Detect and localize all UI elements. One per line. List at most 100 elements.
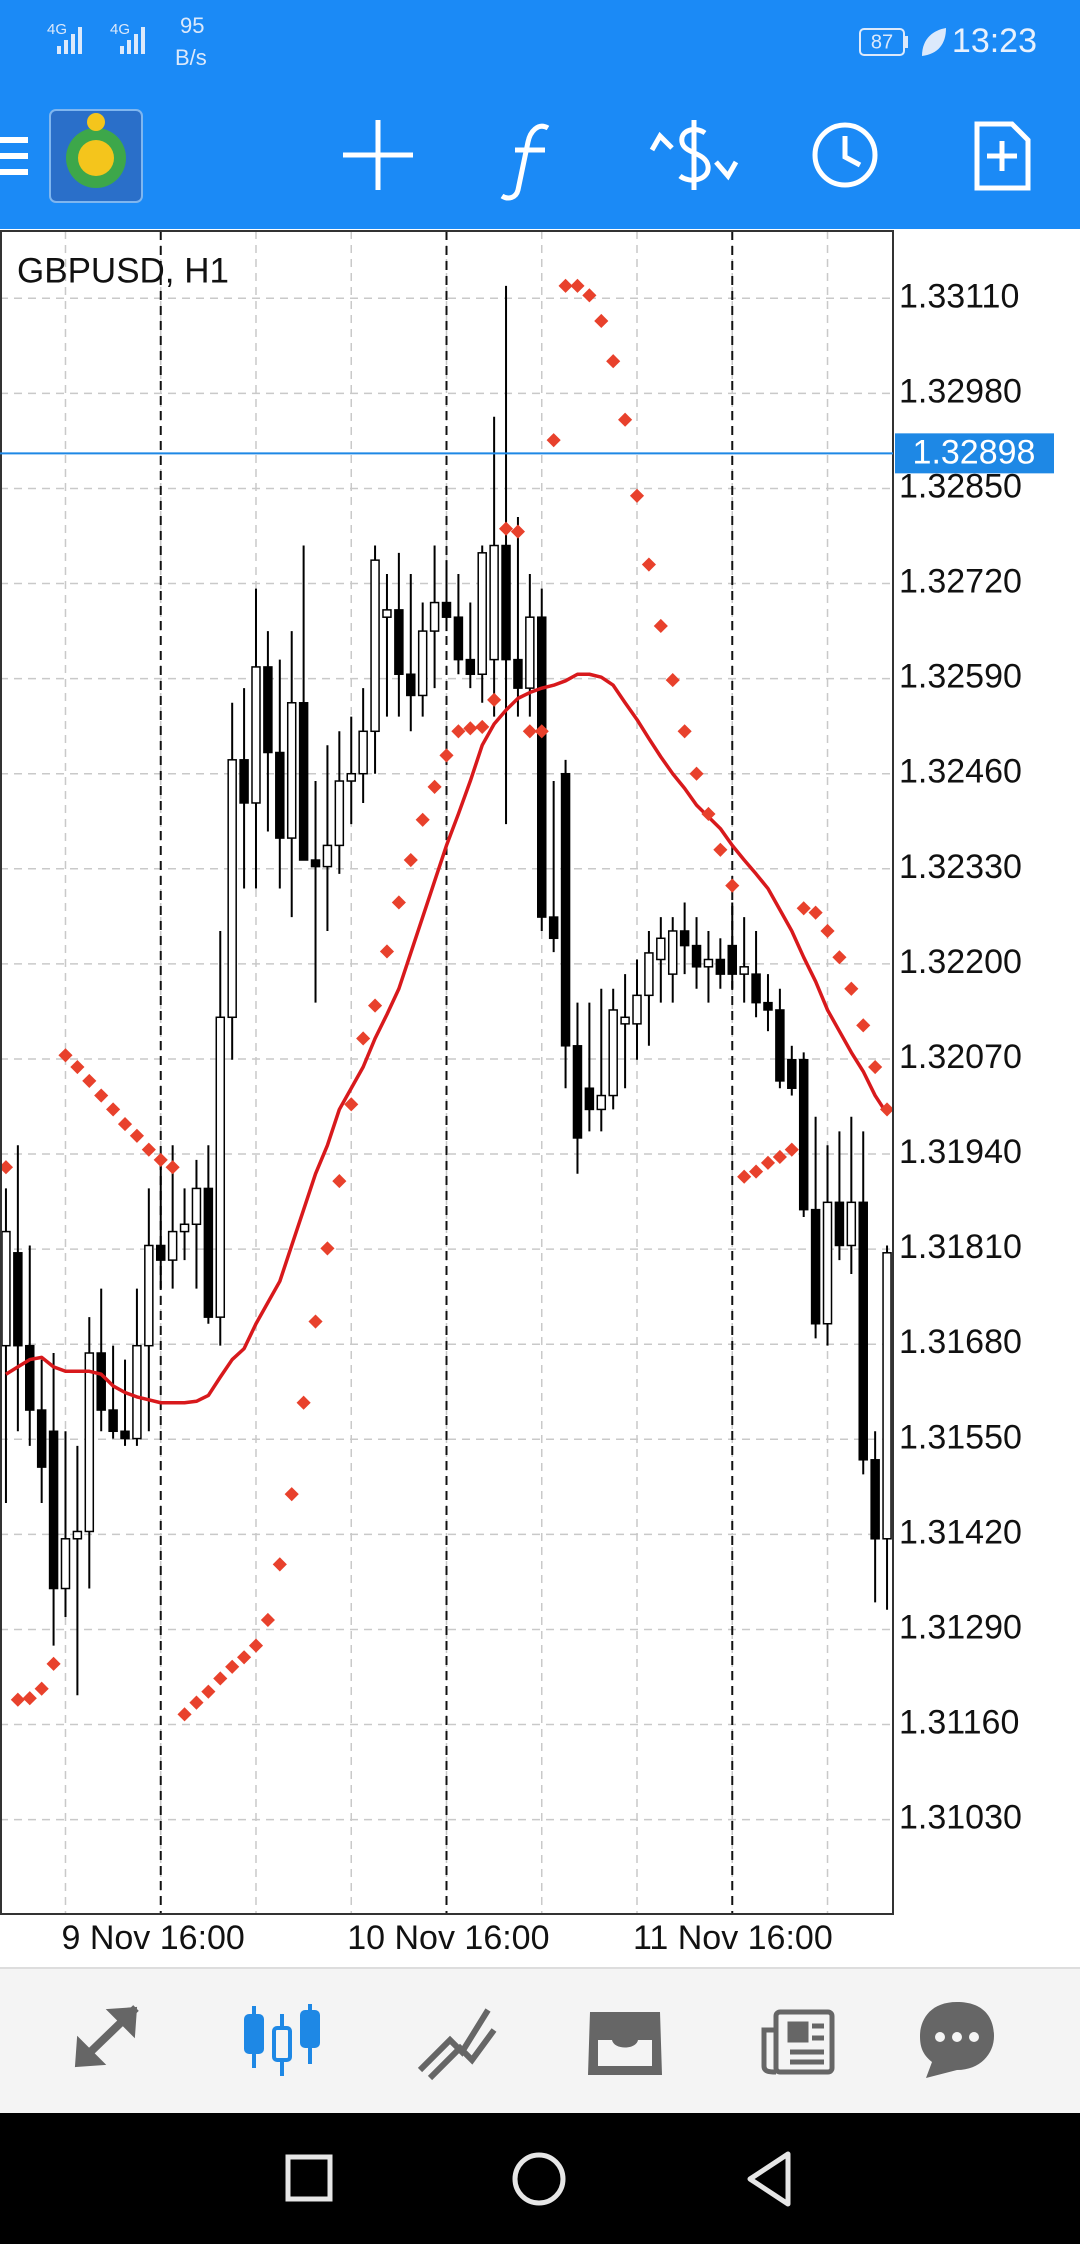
candle-body	[417, 630, 428, 697]
menu-button[interactable]	[0, 137, 28, 175]
candle-body	[13, 1252, 23, 1347]
home-button[interactable]	[512, 2152, 566, 2206]
candle-body	[155, 1244, 166, 1261]
candle-body	[132, 1344, 142, 1440]
sar-dot	[879, 1102, 895, 1117]
battery-level: 87	[871, 31, 893, 53]
network-type: 4G	[47, 21, 67, 38]
sar-dot	[558, 278, 573, 293]
y-tick-label: 1.32070	[899, 1038, 1022, 1076]
y-tick-label: 1.31420	[899, 1513, 1022, 1551]
sar-dot	[356, 1031, 371, 1046]
sar-dot	[808, 905, 823, 920]
candle-body	[632, 994, 642, 1025]
sar-dot	[820, 923, 835, 939]
sar-dot	[856, 1018, 871, 1033]
history-button[interactable]	[812, 122, 878, 188]
sar-dot	[582, 288, 597, 303]
sar-dot	[260, 1612, 275, 1628]
candle-body	[608, 1009, 618, 1097]
sar-dot	[0, 1160, 14, 1175]
trade-tab[interactable]	[417, 2008, 497, 2081]
app-icon[interactable]	[49, 109, 143, 203]
y-tick-label: 1.31290	[899, 1608, 1022, 1646]
status-right: 87 13:23	[859, 22, 1037, 60]
sar-dot	[296, 1395, 311, 1410]
candle-body	[108, 1409, 118, 1433]
history-tab[interactable]	[588, 2012, 662, 2075]
battery-tip	[904, 36, 908, 48]
signal-bar	[57, 46, 61, 54]
speed-unit: B/s	[175, 45, 207, 70]
chat-tab[interactable]	[920, 2002, 994, 2078]
trade-button[interactable]	[649, 120, 739, 190]
candle-body	[48, 1430, 59, 1590]
sar-dot	[487, 692, 502, 707]
candle-body	[382, 609, 392, 618]
candle-body	[620, 1016, 630, 1025]
indicators-button[interactable]	[500, 123, 550, 201]
candle-body	[358, 730, 368, 775]
sar-dot	[534, 724, 549, 739]
sar-dot	[34, 1681, 49, 1696]
sar-dot	[427, 779, 442, 794]
recents-button[interactable]	[285, 2154, 333, 2202]
candle-body	[144, 1244, 154, 1347]
candle-body	[846, 1201, 857, 1247]
y-tick-label: 1.31030	[899, 1799, 1022, 1837]
plot-frame	[0, 230, 894, 1915]
sar-dot	[106, 1102, 121, 1117]
candle-body	[715, 958, 726, 975]
y-tick-label: 1.32720	[899, 563, 1022, 601]
speed-value: 95	[180, 13, 204, 38]
signal-bar	[64, 40, 68, 54]
sar-dot	[701, 806, 716, 822]
candle-body	[406, 673, 416, 697]
candle-body	[870, 1459, 880, 1540]
candle-body	[679, 930, 690, 947]
candle-body	[798, 1058, 809, 1211]
sar-dot	[749, 1164, 764, 1179]
candle-body	[215, 1016, 226, 1318]
sar-dot	[225, 1659, 240, 1674]
chart-title: GBPUSD, H1	[17, 251, 229, 290]
sar-dot	[201, 1684, 216, 1699]
current-price-box	[895, 433, 1054, 474]
sar-dot	[344, 1097, 359, 1112]
candle-body	[644, 952, 654, 997]
candle-body	[120, 1430, 130, 1440]
sar-dot	[141, 1142, 156, 1157]
chart-tab[interactable]	[244, 2004, 320, 2076]
y-tick-label: 1.32590	[899, 658, 1022, 696]
sar-dot	[22, 1691, 37, 1706]
candle-body	[1, 1230, 11, 1347]
sar-dot	[177, 1707, 192, 1722]
sar-dot	[725, 878, 740, 893]
new-order-button[interactable]	[974, 121, 1031, 191]
sar-dot	[463, 721, 478, 736]
candle-body	[263, 666, 273, 754]
sar-dot	[618, 412, 633, 427]
candle-body	[25, 1344, 35, 1411]
sar-dot	[451, 724, 466, 739]
moving-average	[5, 672, 889, 1405]
quotes-tab[interactable]	[74, 2005, 139, 2068]
candle-body	[739, 966, 749, 975]
back-button[interactable]	[747, 2151, 791, 2207]
candle-body	[537, 616, 547, 918]
y-tick-label: 1.32850	[899, 467, 1022, 505]
current-price-label: 1.32898	[913, 433, 1036, 471]
candle-body	[489, 544, 499, 661]
sar-dot	[117, 1116, 133, 1132]
signal-bar	[127, 40, 131, 54]
candle-body	[36, 1409, 47, 1468]
y-tick-label: 1.31810	[899, 1228, 1022, 1266]
crosshair-button[interactable]	[343, 120, 413, 190]
sar-dot	[403, 852, 418, 868]
news-tab[interactable]	[761, 2009, 835, 2075]
candle-body	[60, 1538, 71, 1590]
sar-dot	[213, 1671, 228, 1686]
